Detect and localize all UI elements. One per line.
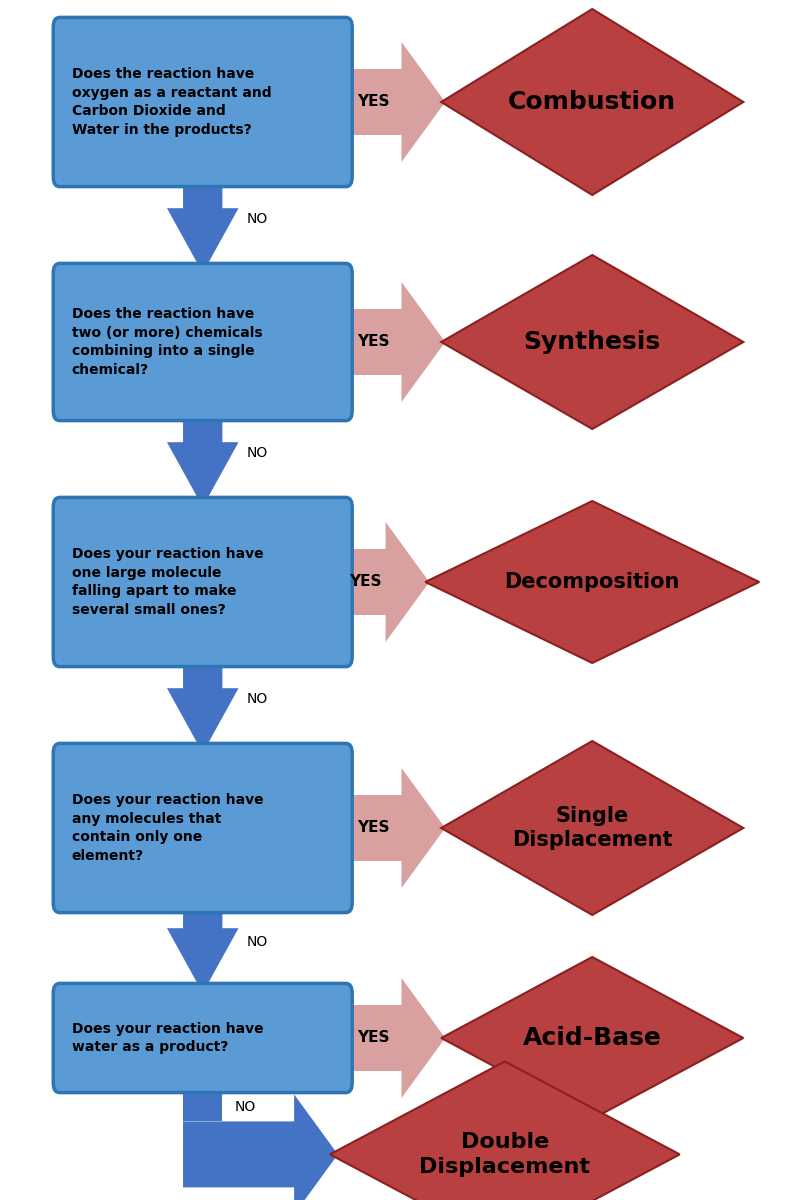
Text: Does the reaction have
two (or more) chemicals
combining into a single
chemical?: Does the reaction have two (or more) che… — [72, 307, 262, 377]
Polygon shape — [167, 902, 238, 992]
Text: Does the reaction have
oxygen as a reactant and
Carbon Dioxide and
Water in the : Does the reaction have oxygen as a react… — [72, 67, 271, 137]
Polygon shape — [167, 658, 238, 754]
FancyBboxPatch shape — [53, 17, 352, 186]
Text: Decomposition: Decomposition — [505, 572, 680, 592]
Text: NO: NO — [246, 446, 268, 460]
Polygon shape — [346, 282, 445, 402]
Polygon shape — [425, 502, 759, 662]
FancyBboxPatch shape — [53, 984, 352, 1092]
Polygon shape — [167, 410, 238, 506]
Text: Does your reaction have
one large molecule
falling apart to make
several small o: Does your reaction have one large molecu… — [72, 547, 263, 617]
Polygon shape — [441, 958, 743, 1118]
Polygon shape — [183, 1082, 223, 1121]
Text: YES: YES — [350, 575, 382, 589]
Text: NO: NO — [235, 1099, 255, 1114]
Text: Single
Displacement: Single Displacement — [512, 805, 673, 851]
Polygon shape — [346, 978, 445, 1098]
Text: NO: NO — [246, 935, 268, 949]
Text: Does your reaction have
any molecules that
contain only one
element?: Does your reaction have any molecules th… — [72, 793, 263, 863]
FancyBboxPatch shape — [53, 743, 352, 912]
Polygon shape — [167, 176, 238, 272]
Polygon shape — [183, 1094, 338, 1200]
Text: NO: NO — [246, 212, 268, 226]
Polygon shape — [441, 8, 743, 194]
Text: NO: NO — [246, 692, 268, 706]
Text: Does your reaction have
water as a product?: Does your reaction have water as a produ… — [72, 1022, 263, 1054]
Text: Combustion: Combustion — [508, 90, 677, 114]
Polygon shape — [330, 1061, 680, 1200]
Text: Acid-Base: Acid-Base — [523, 1026, 661, 1050]
Text: YES: YES — [358, 335, 390, 349]
Polygon shape — [346, 522, 429, 642]
Text: Double
Displacement: Double Displacement — [419, 1132, 591, 1177]
FancyBboxPatch shape — [53, 264, 352, 420]
Text: YES: YES — [358, 821, 390, 835]
Polygon shape — [346, 768, 445, 888]
Text: YES: YES — [358, 95, 390, 109]
Text: YES: YES — [358, 1031, 390, 1045]
Text: Synthesis: Synthesis — [524, 330, 661, 354]
Polygon shape — [441, 740, 743, 914]
FancyBboxPatch shape — [53, 497, 352, 667]
Polygon shape — [346, 42, 445, 162]
Polygon shape — [441, 254, 743, 428]
